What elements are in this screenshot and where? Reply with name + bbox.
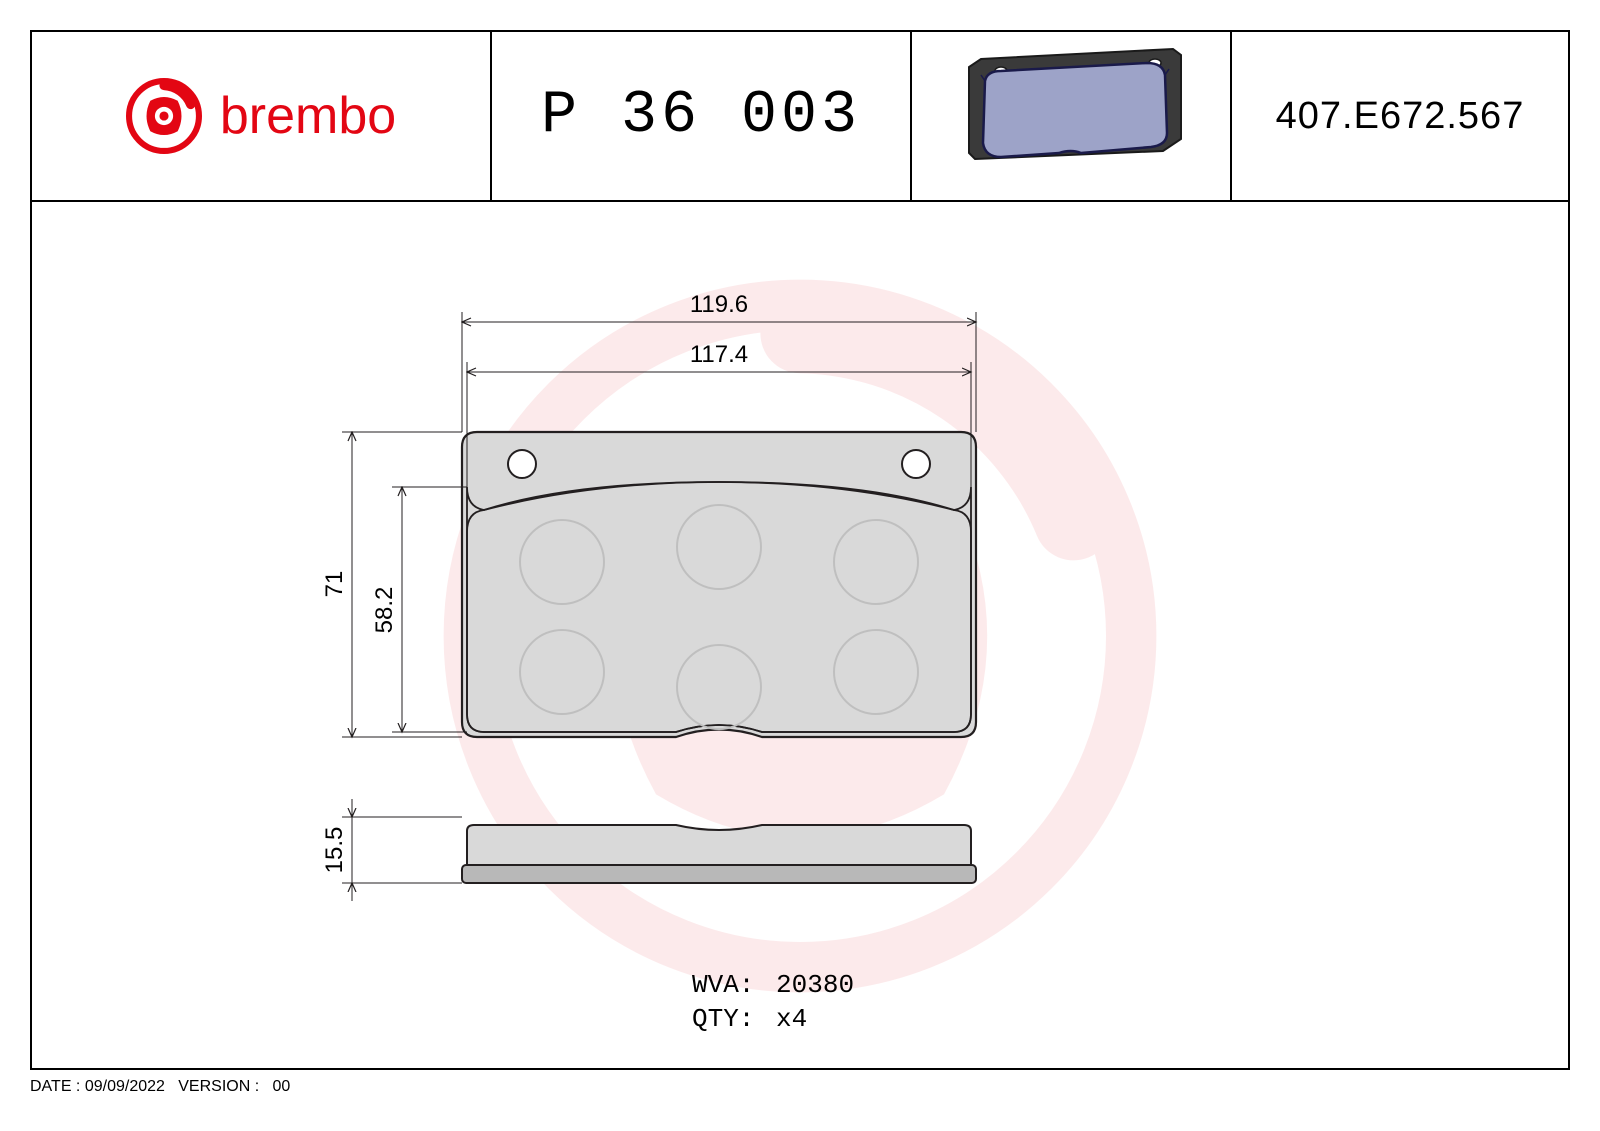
drawing-sheet: brembo P 36 003 407.E672.567 [30,30,1570,1070]
brembo-icon [126,78,202,154]
qty-label: QTY: [692,1004,754,1034]
dim-width-inner: 117.4 [690,341,748,368]
isometric-cell [912,32,1232,200]
dim-thickness: 15.5 [321,827,348,874]
brembo-logo: brembo [126,78,396,154]
wva-label: WVA: [692,970,754,1000]
part-number: P 36 003 [541,82,861,150]
reference-code-cell: 407.E672.567 [1232,32,1568,200]
logo-cell: brembo [32,32,492,200]
dim-width-outer: 119.6 [690,291,748,318]
svg-text:QTY: x4: QTY: x4 [692,1004,807,1034]
dim-height-outer: 71 [321,571,348,598]
front-view: 119.6 117.4 71 58.2 [321,291,976,737]
svg-text:WVA: 20380: WVA: 20380 [692,970,854,1000]
part-number-cell: P 36 003 [492,32,912,200]
isometric-view [941,41,1201,191]
reference-code: 407.E672.567 [1276,95,1525,138]
footer-version-value: 00 [273,1078,291,1095]
footer-date-value: 09/09/2022 [85,1078,165,1095]
dim-height-inner: 58.2 [371,587,398,634]
meta-block: WVA: 20380 QTY: x4 [692,970,854,1034]
side-view: 15.5 [321,799,976,901]
title-block: brembo P 36 003 407.E672.567 [32,32,1568,202]
wva-value: 20380 [776,970,854,1000]
footer: DATE : 09/09/2022 VERSION : 00 [30,1078,290,1096]
qty-value: x4 [776,1004,807,1034]
footer-date-label: DATE : [30,1078,80,1095]
drawing-area: 119.6 117.4 71 58.2 [32,202,1568,1070]
technical-drawing: 119.6 117.4 71 58.2 [32,202,1568,1070]
footer-version-label: VERSION : [178,1078,259,1095]
brand-text: brembo [220,86,396,146]
